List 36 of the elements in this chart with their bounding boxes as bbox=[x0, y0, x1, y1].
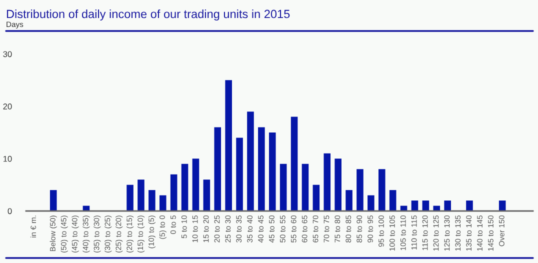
y-tick-label: 20 bbox=[3, 104, 12, 110]
bar bbox=[192, 158, 200, 211]
y-tick-label: 0 bbox=[8, 208, 12, 214]
bar bbox=[225, 80, 232, 211]
bar bbox=[280, 164, 287, 211]
bar bbox=[389, 190, 396, 211]
bar bbox=[50, 190, 57, 211]
bar bbox=[181, 164, 188, 211]
bar bbox=[247, 112, 254, 211]
bar bbox=[170, 174, 178, 211]
bar bbox=[138, 180, 144, 211]
bar bbox=[203, 180, 210, 211]
bar bbox=[126, 184, 134, 211]
bar bbox=[422, 200, 430, 211]
y-tick-label: 10 bbox=[3, 156, 12, 162]
bar bbox=[148, 190, 156, 211]
bar bbox=[324, 153, 331, 211]
bar bbox=[346, 190, 352, 211]
chart-title: Distribution of daily income of our trading units in 2015 bbox=[6, 10, 290, 20]
bar bbox=[466, 200, 473, 211]
bar bbox=[159, 195, 166, 211]
bar bbox=[214, 127, 222, 211]
bar bbox=[236, 138, 243, 211]
bar bbox=[444, 200, 451, 211]
bar bbox=[368, 195, 374, 211]
bar bbox=[258, 127, 265, 211]
bar bbox=[312, 184, 320, 211]
y-tick-label: 30 bbox=[3, 51, 12, 58]
bar bbox=[302, 164, 309, 211]
bar bbox=[498, 200, 506, 211]
bar bbox=[356, 169, 364, 211]
bar bbox=[411, 200, 418, 211]
bar bbox=[290, 116, 298, 211]
bar bbox=[334, 158, 342, 211]
bar bbox=[378, 169, 386, 211]
bar bbox=[268, 132, 276, 211]
